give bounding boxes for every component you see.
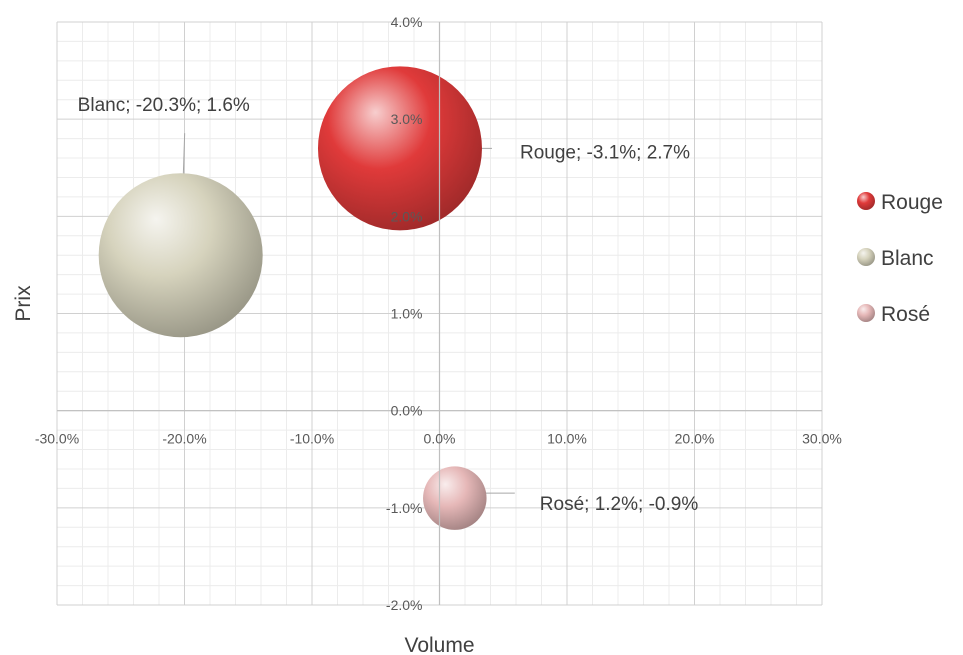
x-tick-label: -10.0% [290, 431, 334, 447]
bubble-ros [423, 466, 487, 530]
data-label: Rouge; -3.1%; 2.7% [520, 142, 690, 163]
x-tick-label: 20.0% [675, 431, 715, 447]
y-tick-label: 0.0% [391, 403, 423, 419]
data-labels: Rouge; -3.1%; 2.7% Blanc; -20.3%; 1.6% Ros… [78, 95, 699, 515]
axes [57, 22, 822, 605]
data-label: Rosé; 1.2%; -0.9% [540, 494, 699, 515]
legend-label: Blanc [881, 247, 934, 270]
y-tick-label: -2.0% [386, 597, 423, 613]
bubbles [98, 66, 487, 530]
y-tick-label: 2.0% [391, 208, 423, 224]
x-tick-label: 0.0% [424, 431, 456, 447]
x-tick-label: -30.0% [35, 431, 79, 447]
x-tick-label: 30.0% [802, 431, 842, 447]
legend-marker [857, 248, 875, 266]
legend-label: Rouge [881, 191, 943, 214]
x-tick-labels: -30.0% -20.0% -10.0% 0.0% 10.0% 20.0% 30.0% [35, 431, 842, 447]
y-tick-label: 1.0% [391, 306, 423, 322]
bubble-rouge [317, 66, 482, 231]
legend-marker [857, 192, 875, 210]
y-tick-label: 3.0% [391, 111, 423, 127]
legend-label: Rosé [881, 303, 930, 326]
x-axis-title: Volume [404, 634, 474, 655]
x-tick-label: 10.0% [547, 431, 587, 447]
legend-marker [857, 304, 875, 322]
y-tick-label: -1.0% [386, 500, 423, 516]
y-tick-labels: -2.0% -1.0% 0.0% 1.0% 2.0% 3.0% 4.0% [386, 14, 423, 613]
x-tick-label: -20.0% [162, 431, 206, 447]
legend: Rouge Blanc Rosé [857, 191, 943, 326]
y-axis-title: Prix [12, 285, 35, 322]
bubble-blanc [98, 173, 263, 338]
y-tick-label: 4.0% [391, 14, 423, 30]
data-label: Blanc; -20.3%; 1.6% [78, 95, 250, 116]
